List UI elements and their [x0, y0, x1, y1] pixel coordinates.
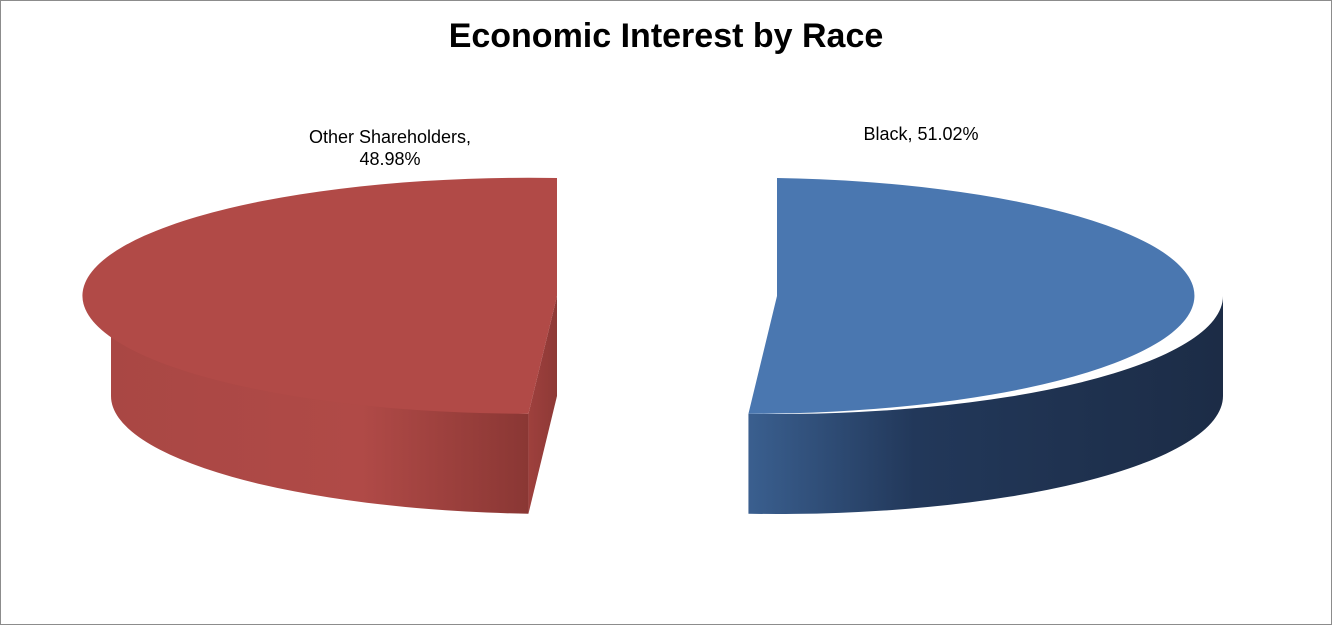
- pie-slice-cut-other-shareholders: [528, 296, 557, 514]
- data-label-other-shareholders: Other Shareholders, 48.98%: [309, 127, 471, 169]
- data-label-line: 48.98%: [359, 149, 420, 169]
- pie-slice-side-black: [748, 296, 1223, 514]
- data-label-black: Black, 51.02%: [863, 124, 978, 144]
- data-label-line: Black, 51.02%: [863, 124, 978, 144]
- pie-slice-side-other-shareholders: [111, 296, 529, 514]
- pie-slice-other-shareholders: [82, 177, 558, 414]
- pie-slice-black: [748, 178, 1195, 414]
- data-label-line: Other Shareholders,: [309, 127, 471, 147]
- chart-title: Economic Interest by Race: [448, 17, 884, 55]
